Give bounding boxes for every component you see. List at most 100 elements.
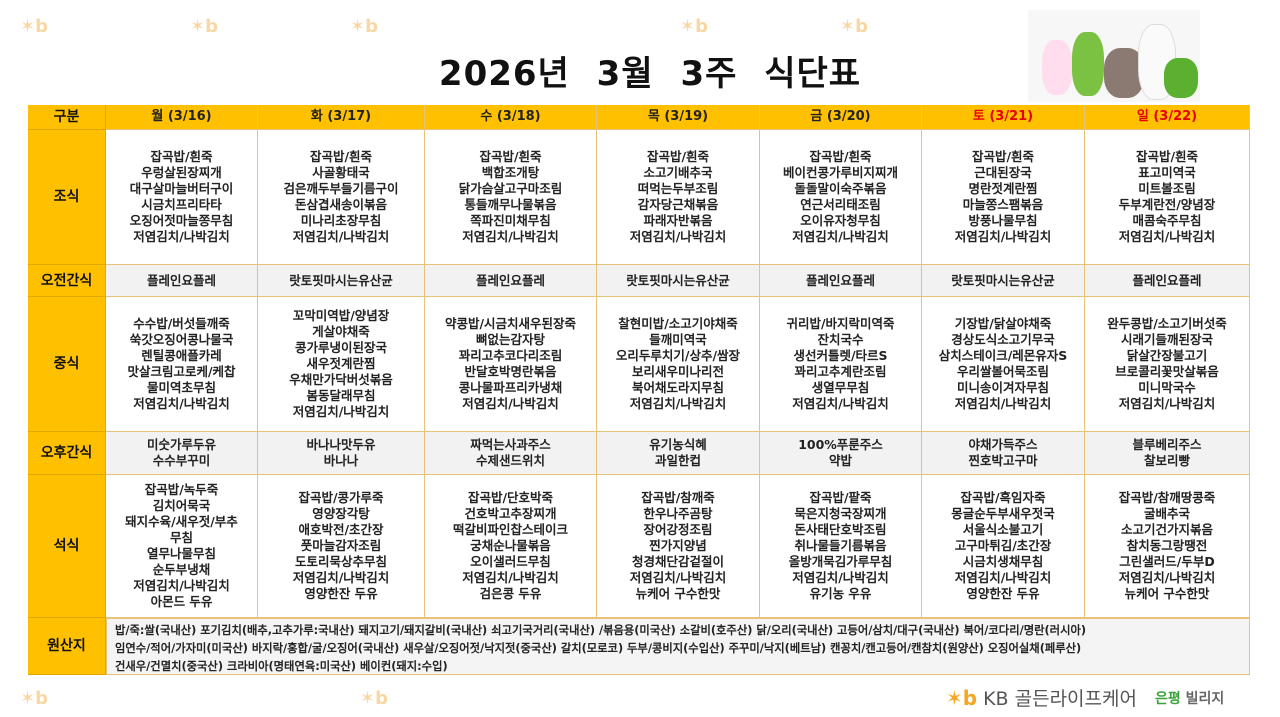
menu-item: 돌돌말이숙주볶음 — [794, 181, 887, 196]
menu-item: 대구살마늘버터구이 — [129, 181, 234, 196]
day-label: 수 (3/18) — [480, 109, 541, 124]
menu-item: 플레인요플레 — [475, 272, 545, 288]
row-label-text: 조식 — [53, 189, 80, 205]
menu-item: 바나나 — [323, 453, 359, 468]
menu-item: 장어강정조림 — [643, 522, 713, 537]
menu-item: 저염김치/나박김치 — [629, 396, 727, 411]
menu-item: 소고기배추국 — [643, 165, 713, 180]
header-label: 구분 — [28, 105, 106, 130]
menu-item: 저염김치/나박김치 — [954, 570, 1052, 585]
menu-cell: 야채가득주스 찐호박고구마 — [922, 432, 1085, 475]
row-label-text: 오전간식 — [40, 272, 93, 289]
menu-item: 올방개묵김가루무침 — [788, 554, 893, 569]
menu-item: 감자당근채볶음 — [637, 197, 719, 212]
menu-item: 잡곡밥/팥죽 — [809, 490, 872, 505]
menu-item: 물미역초무침 — [146, 380, 216, 395]
menu-item: 100%푸룬주스 — [798, 437, 883, 452]
day-header: 수 (3/18) — [425, 105, 597, 130]
menu-item: 베이컨콩가루비지찌개 — [782, 165, 898, 180]
menu-item: 삼치스테이크/레몬유자S — [938, 348, 1068, 363]
menu-item: 미나리초장무침 — [300, 213, 382, 228]
menu-item: 경상도식소고기무국 — [951, 332, 1055, 347]
menu-item: 유기농식혜 — [649, 437, 707, 452]
menu-item: 랏토핏마시는유산균 — [626, 272, 730, 288]
origin-line: 밥/죽:쌀(국내산) 포기김치(배추,고추가루:국내산) 돼지고기/돼지갈비(국… — [115, 624, 1087, 637]
menu-item: 브로콜리꽃맛살볶음 — [1115, 364, 1219, 379]
menu-item: 방풍나물무침 — [968, 213, 1038, 228]
menu-item: 고구마튀김/초간장 — [954, 538, 1052, 553]
menu-item: 잡곡밥/흰죽 — [809, 149, 872, 164]
menu-item: 저염김치/나박김치 — [629, 229, 727, 244]
row-label: 오전간식 — [28, 265, 106, 297]
menu-item: 랏토핏마시는유산균 — [289, 272, 393, 288]
menu-item: 쑥갓오징어콩나물국 — [129, 332, 234, 347]
menu-cell: 100%푸룬주스 약밥 — [760, 432, 922, 475]
menu-item: 저염김치/나박김치 — [1118, 229, 1216, 244]
menu-cell: 약콩밥/시금치새우된장죽 뼈없는감자탕 꽈리고추코다리조림 반달호박명란볶음 콩나물파프… — [425, 297, 597, 432]
menu-item: 검은깨두부들기름구이 — [283, 181, 399, 196]
menu-cell: 잡곡밥/단호박죽 건호박고추장찌개 떡갈비파인찹스테이크 궁채순나물볶음 오이샐러드무침… — [425, 475, 597, 618]
day-header: 금 (3/20) — [760, 105, 922, 130]
menu-cell: 잡곡밥/흰죽 표고미역국 미트볼조림 두부계란전/양념장 매콤숙주무침 저염김치/나박김치 — [1085, 130, 1250, 265]
menu-item: 순두부냉채 — [152, 562, 211, 577]
kb-logo-icon: ✶b — [946, 685, 978, 710]
menu-cell: 유기농식혜 과일한컵 — [597, 432, 760, 475]
menu-item: 시금치생채무침 — [962, 554, 1044, 569]
watermark: ✶b — [680, 16, 708, 37]
menu-item: 북어채도라지무침 — [631, 380, 724, 395]
menu-cell: 기장밥/닭살야채죽 경상도식소고기무국 삼치스테이크/레몬유자S 우리쌀볼어묵조림 미니… — [922, 297, 1085, 432]
menu-item: 기장밥/닭살야채죽 — [954, 316, 1052, 331]
row-label-text: 오후간식 — [40, 445, 93, 461]
menu-item: 저염김치/나박김치 — [292, 229, 390, 244]
menu-item: 잡곡밥/단호박죽 — [467, 490, 554, 505]
menu-item: 미니막국수 — [1138, 380, 1196, 395]
menu-item: 미숫가루두유 — [146, 437, 216, 452]
menu-item: 저염김치/나박김치 — [792, 570, 889, 585]
menu-item: 통들깨무나물볶음 — [464, 197, 557, 212]
menu-item: 콩나물파프리카냉채 — [458, 380, 563, 395]
menu-item: 수제샌드위치 — [475, 453, 545, 468]
menu-item: 잡곡밥/흰죽 — [309, 149, 373, 164]
menu-item: 영양장각탕 — [312, 506, 370, 521]
menu-item: 잡곡밥/참깨땅콩죽 — [1118, 490, 1216, 505]
menu-cell: 찰현미밥/소고기야채죽 들깨미역국 오리두루치기/상추/쌈장 보리새우미나리전 북어채도… — [597, 297, 760, 432]
menu-item: 잡곡밥/흰죽 — [479, 149, 542, 164]
menu-item: 야채가득주스 — [968, 437, 1038, 452]
menu-cell: 잡곡밥/흑임자죽 몽글순두부새우젓국 서울식소불고기 고구마튀김/초간장 시금치생채무침… — [922, 475, 1085, 618]
menu-item: 뉴케어 구수한맛 — [635, 586, 721, 601]
menu-item: 닭가슴살고구마조림 — [458, 181, 563, 196]
menu-item: 플레인요플레 — [1132, 272, 1202, 288]
menu-item: 저염김치/나박김치 — [462, 229, 559, 244]
page-title: 2026년 3월 3주 식단표 — [438, 54, 862, 94]
menu-cell: 잡곡밥/흰죽 우렁살된장찌개 대구살마늘버터구이 시금치프리타타 오징어젓마늘쫑무침 저염… — [106, 130, 258, 265]
menu-item: 오징어젓마늘쫑무침 — [129, 213, 234, 228]
menu-item: 저염김치/나박김치 — [1118, 396, 1216, 411]
menu-item: 한우나주곰탕 — [643, 506, 713, 521]
menu-cell: 플레인요플레 — [1085, 265, 1250, 297]
menu-cell: 잡곡밥/팥죽 묵은지청국장찌개 돈사태단호박조림 취나물들기름볶음 올방개묵김가루무침 저… — [760, 475, 922, 618]
menu-item: 잡곡밥/녹두죽 — [144, 482, 219, 497]
menu-item: 오이샐러드무침 — [470, 554, 551, 569]
menu-item: 시금치프리타타 — [141, 197, 222, 212]
menu-cell: 잡곡밥/콩가루죽 영양장각탕 애호박전/초간장 풋마늘감자조림 도토리묵상추무침 저염김치… — [258, 475, 425, 618]
menu-cell: 완두콩밥/소고기버섯죽 시래기들깨된장국 닭살간장불고기 브로콜리꽃맛살볶음 미니막국수… — [1085, 297, 1250, 432]
menu-item: 우채만가닥버섯볶음 — [289, 372, 393, 387]
menu-item: 잡곡밥/흰죽 — [1135, 149, 1199, 164]
menu-item: 잡곡밥/흰죽 — [646, 149, 710, 164]
menu-item: 블루베리주스 — [1132, 437, 1202, 452]
origin-line: 건새우/건멸치(중국산) 크라비아(명태연육:미국산) 베이컨(돼지:수입) — [115, 660, 448, 673]
menu-item: 우렁살된장찌개 — [141, 165, 222, 180]
day-header: 토 (3/21) — [922, 105, 1085, 130]
menu-item: 게살야채죽 — [312, 324, 370, 339]
menu-cell: 잡곡밥/참깨죽 한우나주곰탕 장어강정조림 찐가지양념 청경채단감겉절이 저염김치/나박김… — [597, 475, 760, 618]
menu-item: 검은콩 두유 — [479, 586, 542, 601]
menu-item: 아몬드 두유 — [150, 594, 213, 609]
menu-cell: 미숫가루두유 수수부꾸미 — [106, 432, 258, 475]
menu-item: 돼지수육/새우젓/부추 — [125, 514, 238, 529]
menu-cell: 잡곡밥/흰죽 백합조개탕 닭가슴살고구마조림 통들깨무나물볶음 쪽파진미채무침 저염김치/… — [425, 130, 597, 265]
menu-item: 저염김치/나박김치 — [133, 229, 230, 244]
origin-label: 원산지 — [28, 618, 106, 675]
watermark: ✶b — [190, 16, 218, 37]
branch-part-b: 빌리지 — [1185, 690, 1225, 707]
menu-item: 건호박고추장찌개 — [464, 506, 557, 521]
